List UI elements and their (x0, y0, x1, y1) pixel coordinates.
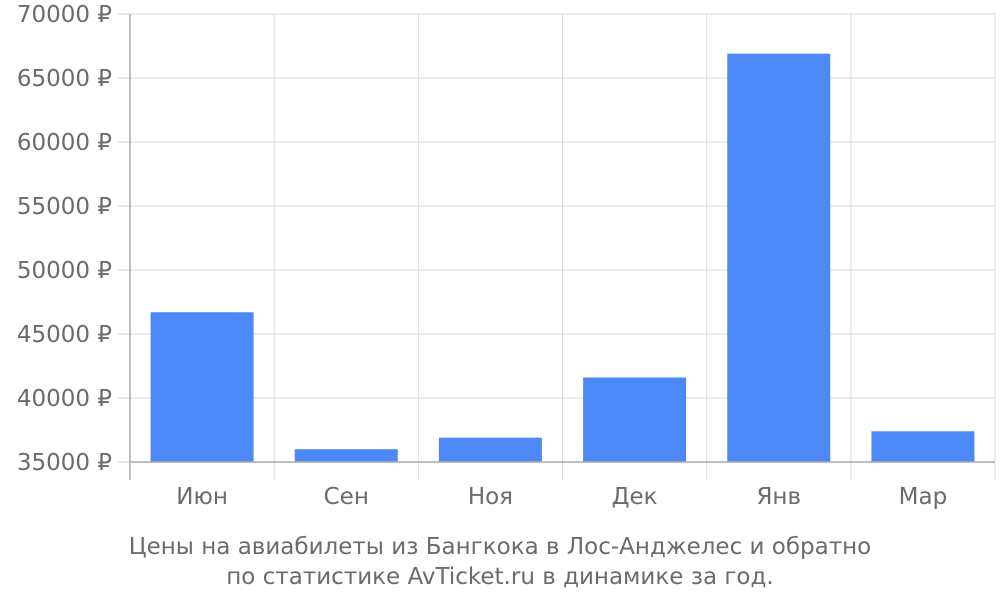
chart-caption: Цены на авиабилеты из Бангкока в Лос-Анд… (0, 532, 1000, 592)
caption-line-2: по статистике AvTicket.ru в динамике за … (226, 564, 774, 590)
bar-6 (871, 431, 975, 462)
x-tick-label: Мар (899, 484, 948, 510)
axes (118, 13, 995, 480)
grid (129, 13, 996, 480)
x-tick-label: Июн (176, 484, 228, 510)
y-tick-label: 70000 ₽ (17, 2, 112, 28)
y-tick-labels: 35000 ₽ 40000 ₽ 45000 ₽ 50000 ₽ 55000 ₽ 60000… (17, 2, 112, 476)
x-tick-label: Дек (612, 484, 658, 510)
bar-5 (727, 53, 831, 463)
x-tick-label: Ноя (468, 484, 513, 510)
bar-3 (438, 437, 542, 462)
y-tick-label: 60000 ₽ (17, 130, 112, 156)
bar-4 (583, 377, 687, 462)
x-tick-labels: Июн Сен Ноя Дек Янв Мар (176, 484, 947, 510)
y-tick-label: 40000 ₽ (17, 386, 112, 412)
y-tick-label: 45000 ₽ (17, 322, 112, 348)
y-tick-label: 55000 ₽ (17, 194, 112, 220)
x-tick-label: Янв (756, 484, 801, 510)
bars (150, 53, 975, 463)
caption-line-1: Цены на авиабилеты из Бангкока в Лос-Анд… (128, 534, 872, 560)
y-tick-label: 50000 ₽ (17, 258, 112, 284)
y-tick-label: 35000 ₽ (17, 450, 112, 476)
x-tick-label: Сен (324, 484, 369, 510)
bar-2 (294, 449, 398, 462)
y-tick-label: 65000 ₽ (17, 66, 112, 92)
bar-1 (150, 312, 254, 462)
